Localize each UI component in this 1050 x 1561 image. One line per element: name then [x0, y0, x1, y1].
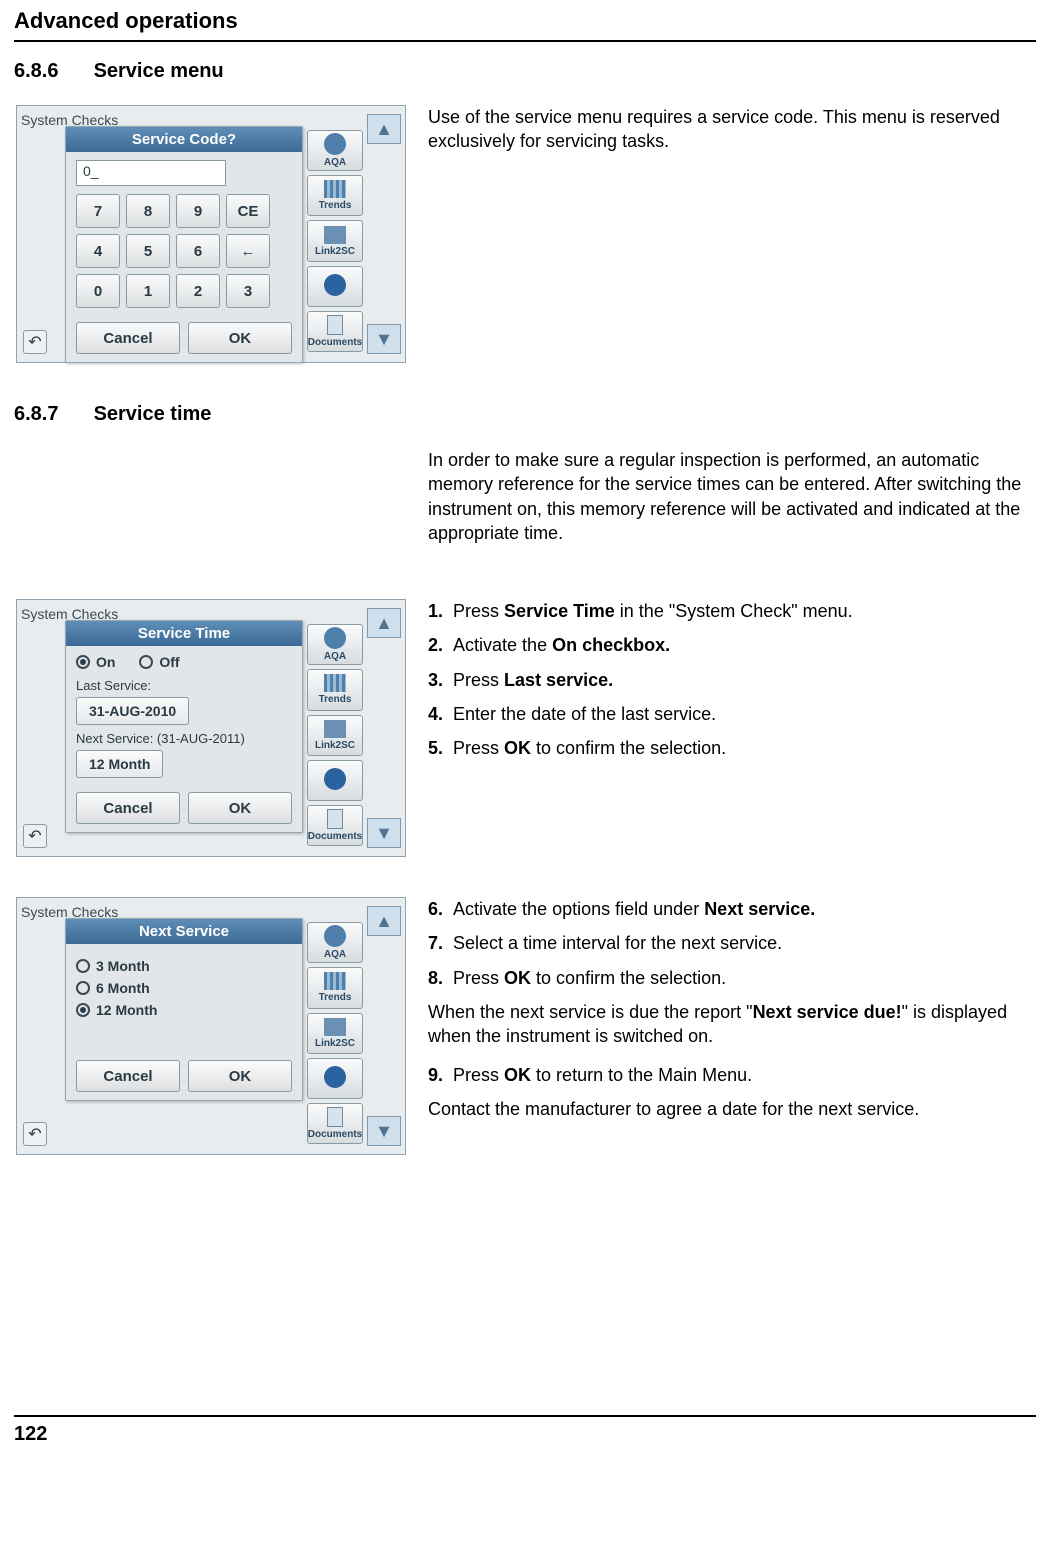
sidebar-aqa[interactable]: AQA: [307, 130, 363, 171]
keypad-1[interactable]: 1: [126, 274, 170, 308]
keypad-7[interactable]: 7: [76, 194, 120, 228]
sidebar-documents[interactable]: Documents: [307, 805, 363, 846]
option-3-month[interactable]: 3 Month: [76, 958, 292, 974]
sidebar-aqa[interactable]: AQA: [307, 624, 363, 665]
section-686-title: Service menu: [94, 60, 224, 82]
step-1: 1. Press Service Time in the "System Che…: [428, 599, 1036, 623]
sidebar-hach[interactable]: [307, 760, 363, 801]
sidebar-trends-label: Trends: [319, 694, 352, 705]
back-icon[interactable]: ↶: [23, 824, 47, 848]
scroll-down-icon[interactable]: ▼: [367, 1116, 401, 1146]
scroll-down-icon[interactable]: ▼: [367, 818, 401, 848]
option-6-month[interactable]: 6 Month: [76, 980, 292, 996]
off-radio[interactable]: Off: [139, 654, 179, 670]
keypad-6[interactable]: 6: [176, 234, 220, 268]
sidebar-link2sc[interactable]: Link2SC: [307, 1013, 363, 1054]
sidebar-documents[interactable]: Documents: [307, 1103, 363, 1144]
on-radio-label: On: [96, 654, 115, 670]
sidebar-documents-label: Documents: [308, 1129, 362, 1140]
scroll-up-icon[interactable]: ▲: [367, 608, 401, 638]
section-687-title: Service time: [94, 403, 212, 425]
section-686-text: Use of the service menu requires a servi…: [428, 105, 1036, 154]
next-service-due-note: When the next service is due the report …: [428, 1000, 1036, 1049]
keypad-4[interactable]: 4: [76, 234, 120, 268]
ok-button[interactable]: OK: [188, 1060, 292, 1092]
step-6: 6. Activate the options field under Next…: [428, 897, 1036, 921]
sidebar-documents[interactable]: Documents: [307, 311, 363, 352]
page-title: Advanced operations: [14, 0, 1036, 42]
next-service-label: Next Service: (31-AUG-2011): [76, 731, 292, 746]
section-687-number: 6.8.7: [14, 403, 88, 426]
sidebar-documents-label: Documents: [308, 337, 362, 348]
step-8: 8. Press OK to confirm the selection.: [428, 966, 1036, 990]
back-icon[interactable]: ↶: [23, 330, 47, 354]
on-radio[interactable]: On: [76, 654, 115, 670]
sidebar-link2sc-label: Link2SC: [315, 1038, 355, 1049]
next-service-button[interactable]: 12 Month: [76, 750, 163, 778]
sidebar-documents-label: Documents: [308, 831, 362, 842]
sidebar-link2sc[interactable]: Link2SC: [307, 715, 363, 756]
keypad-9[interactable]: 9: [176, 194, 220, 228]
step-5: 5. Press OK to confirm the selection.: [428, 736, 1036, 760]
last-service-button[interactable]: 31-AUG-2010: [76, 697, 189, 725]
dialog-title: Service Time: [66, 621, 302, 646]
keypad-3[interactable]: 3: [226, 274, 270, 308]
off-radio-label: Off: [159, 654, 179, 670]
sidebar-aqa-label: AQA: [324, 651, 346, 662]
keypad-0[interactable]: 0: [76, 274, 120, 308]
sidebar-trends-label: Trends: [319, 200, 352, 211]
ok-button[interactable]: OK: [188, 322, 292, 354]
keypad-back[interactable]: ←: [226, 234, 270, 268]
screenshot-service-time: System Checks Service Time On Off Last S…: [16, 599, 406, 857]
option-12-month-label: 12 Month: [96, 1002, 157, 1018]
keypad-2[interactable]: 2: [176, 274, 220, 308]
sidebar-trends[interactable]: Trends: [307, 175, 363, 216]
last-service-label: Last Service:: [76, 678, 292, 693]
keypad-5[interactable]: 5: [126, 234, 170, 268]
cancel-button[interactable]: Cancel: [76, 792, 180, 824]
sidebar-link2sc[interactable]: Link2SC: [307, 220, 363, 261]
sidebar-link2sc-label: Link2SC: [315, 246, 355, 257]
sidebar-trends[interactable]: Trends: [307, 967, 363, 1008]
option-12-month[interactable]: 12 Month: [76, 1002, 292, 1018]
section-687-intro: In order to make sure a regular inspecti…: [428, 448, 1036, 545]
section-686-number: 6.8.6: [14, 60, 88, 83]
option-3-month-label: 3 Month: [96, 958, 150, 974]
section-687-heading: 6.8.7 Service time: [14, 403, 1036, 426]
sidebar-aqa-label: AQA: [324, 949, 346, 960]
service-code-input[interactable]: 0_: [76, 160, 226, 186]
cancel-button[interactable]: Cancel: [76, 1060, 180, 1092]
sidebar-hach[interactable]: [307, 266, 363, 307]
scroll-up-icon[interactable]: ▲: [367, 906, 401, 936]
step-9: 9. Press OK to return to the Main Menu.: [428, 1063, 1036, 1087]
sidebar-link2sc-label: Link2SC: [315, 740, 355, 751]
section-686-heading: 6.8.6 Service menu: [14, 60, 1036, 83]
dialog-title: Service Code?: [66, 127, 302, 152]
contact-note: Contact the manufacturer to agree a date…: [428, 1097, 1036, 1121]
sidebar-hach[interactable]: [307, 1058, 363, 1099]
dialog-title: Next Service: [66, 919, 302, 944]
sidebar-aqa[interactable]: AQA: [307, 922, 363, 963]
scroll-up-icon[interactable]: ▲: [367, 114, 401, 144]
sidebar-trends[interactable]: Trends: [307, 669, 363, 710]
keypad-ce[interactable]: CE: [226, 194, 270, 228]
step-2: 2. Activate the On checkbox.: [428, 633, 1036, 657]
option-6-month-label: 6 Month: [96, 980, 150, 996]
step-7: 7. Select a time interval for the next s…: [428, 931, 1036, 955]
keypad-8[interactable]: 8: [126, 194, 170, 228]
cancel-button[interactable]: Cancel: [76, 322, 180, 354]
step-3: 3. Press Last service.: [428, 668, 1036, 692]
sidebar-trends-label: Trends: [319, 992, 352, 1003]
ok-button[interactable]: OK: [188, 792, 292, 824]
page-number: 122: [14, 1415, 1036, 1464]
scroll-down-icon[interactable]: ▼: [367, 324, 401, 354]
step-4: 4. Enter the date of the last service.: [428, 702, 1036, 726]
sidebar-aqa-label: AQA: [324, 157, 346, 168]
back-icon[interactable]: ↶: [23, 1122, 47, 1146]
screenshot-next-service: System Checks Next Service 3 Month 6 Mon…: [16, 897, 406, 1155]
screenshot-service-code: System Checks Service Code? 0_ 7 8 9 CE …: [16, 105, 406, 363]
